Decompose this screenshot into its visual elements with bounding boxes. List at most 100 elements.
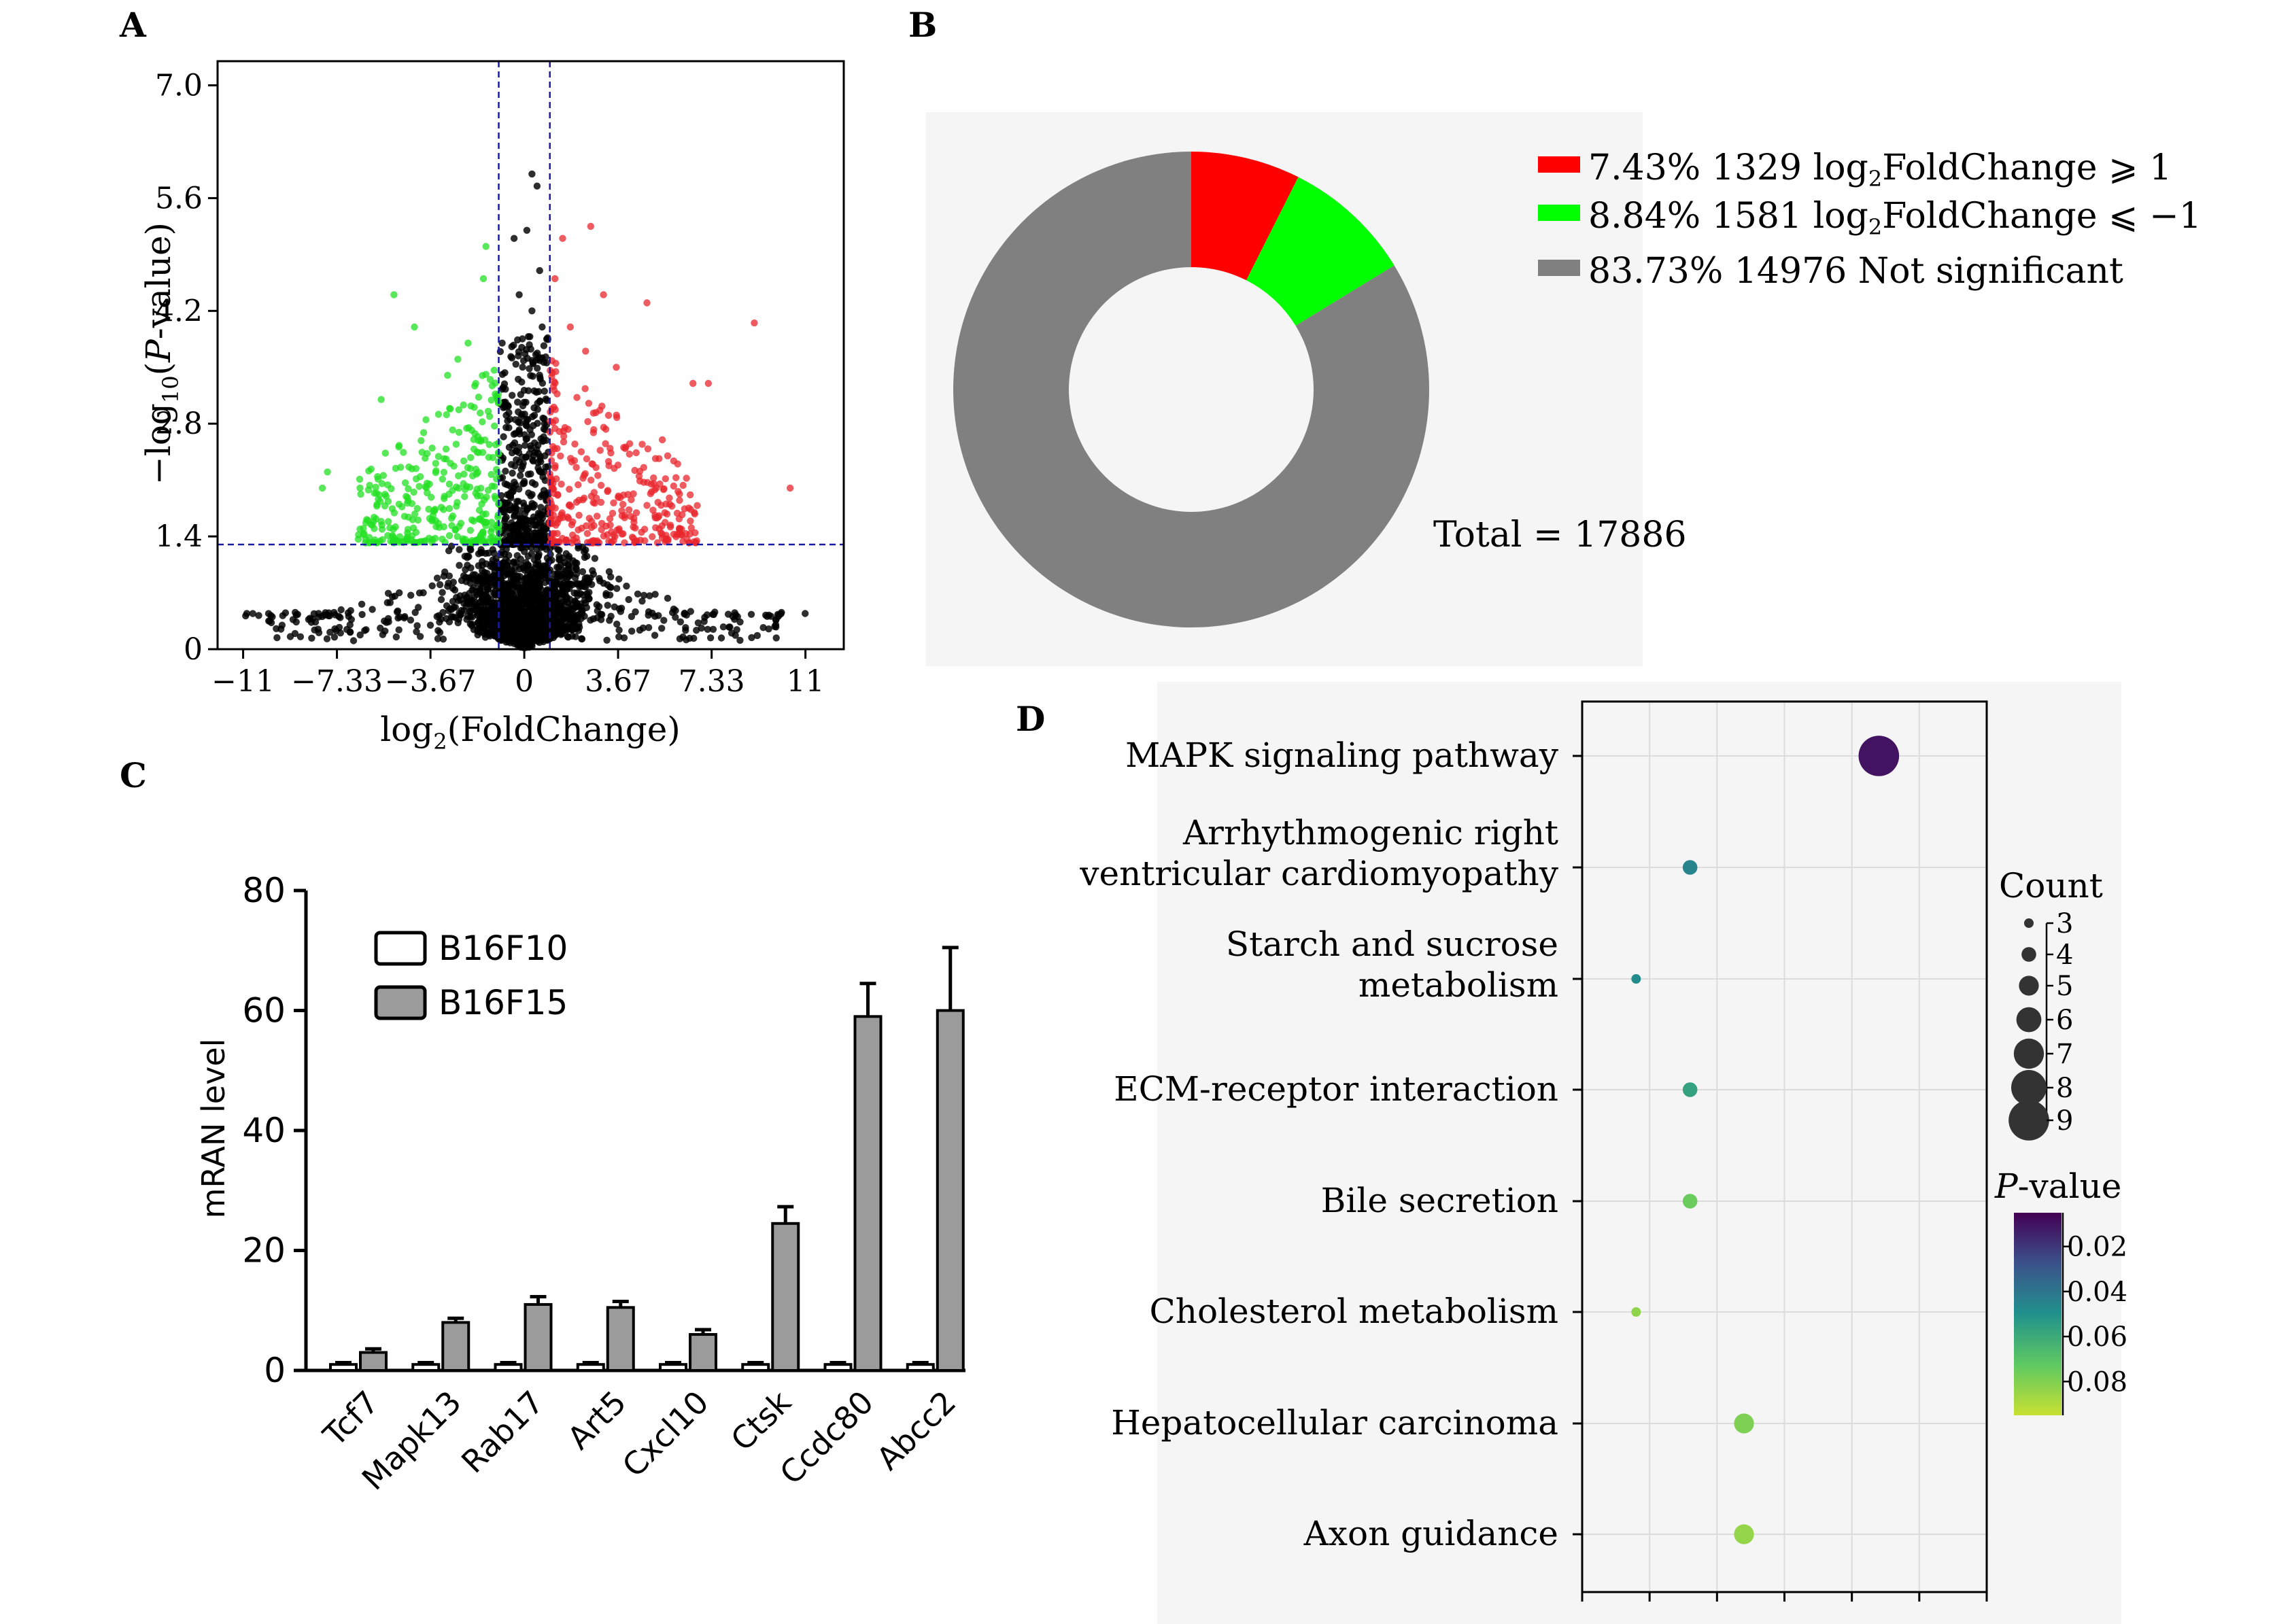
volcano-point-ns — [706, 634, 715, 642]
volcano-point-up — [597, 498, 605, 506]
volcano-point-up — [589, 429, 598, 436]
volcano-point-ns — [564, 606, 571, 615]
volcano-point-ns — [439, 636, 447, 643]
volcano-point-up — [602, 440, 609, 447]
volcano-point-ns — [502, 424, 510, 431]
legend-space — [1802, 196, 1813, 237]
volcano-point-ns — [534, 521, 541, 529]
volcano-point-up — [664, 452, 672, 460]
volcano-points — [242, 170, 809, 651]
volcano-point-ns — [510, 569, 518, 576]
volcano-point-ns — [468, 613, 476, 621]
volcano-point-ns — [534, 603, 542, 611]
pvalue-legend: P-value 0.02 0.04 0.06 0.08 — [1994, 1167, 2127, 1415]
volcano-point-up — [552, 521, 560, 529]
volcano-point-ns — [407, 617, 415, 624]
volcano-point-ns — [512, 447, 519, 455]
volcano-point-ns — [490, 602, 498, 610]
volcano-point-down — [487, 528, 495, 536]
volcano-point-ns — [433, 574, 441, 582]
volcano-point-ns — [540, 342, 548, 349]
volcano-point-up — [619, 500, 627, 508]
volcano-point-down — [468, 537, 476, 545]
volcano-point-ns — [449, 578, 457, 586]
volcano-point-ns — [579, 591, 587, 599]
volcano-point-ns — [534, 464, 542, 472]
volcano-point-ns — [585, 595, 593, 603]
volcano-point-ns — [802, 610, 809, 617]
pvalue-colorbar-label: 0.06 — [2067, 1321, 2127, 1353]
volcano-point-ns — [467, 564, 475, 572]
volcano-point-up — [606, 515, 614, 523]
volcano-point-ns — [565, 615, 573, 623]
volcano-point-ns — [541, 387, 548, 395]
volcano-point-ns — [436, 581, 444, 589]
volcano-point-ns — [615, 626, 623, 634]
volcano-point-down — [435, 523, 443, 531]
volcano-point-down — [390, 291, 398, 298]
volcano-point-up — [568, 521, 576, 529]
bubble-chart: MAPK signaling pathway Arrhythmogenic rig… — [1079, 700, 1988, 1602]
bar-B16F15 — [441, 1321, 471, 1372]
volcano-point-down — [405, 485, 412, 493]
volcano-point-up — [687, 491, 694, 499]
volcano-point-down — [354, 536, 362, 543]
volcano-point-down — [489, 453, 497, 462]
volcano-point-ns — [267, 612, 275, 619]
volcano-point-ns — [451, 586, 459, 594]
volcano-point-ns — [578, 635, 585, 642]
volcano-point-down — [491, 422, 498, 430]
x-tick-label: −11 — [211, 664, 275, 699]
volcano-point-ns — [396, 589, 403, 597]
volcano-point-up — [786, 484, 794, 492]
volcano-point-ns — [583, 553, 591, 560]
volcano-point-ns — [396, 613, 404, 621]
volcano-point-down — [318, 484, 326, 492]
volcano-point-ns — [664, 594, 672, 602]
volcano-point-up — [628, 534, 636, 541]
volcano-point-ns — [286, 633, 294, 640]
volcano-point-ns — [537, 493, 545, 500]
volcano-point-up — [638, 528, 645, 536]
volcano-point-ns — [658, 625, 666, 632]
volcano-y-axis-title: −log10(P-value) — [139, 222, 184, 485]
y-tick-label: 7.0 — [155, 69, 203, 103]
volcano-point-up — [673, 531, 681, 538]
bar-B16F15 — [936, 1009, 965, 1372]
volcano-point-down — [464, 339, 472, 347]
volcano-point-down — [488, 396, 495, 404]
volcano-point-up — [676, 496, 683, 504]
volcano-point-down — [434, 453, 443, 460]
volcano-point-ns — [466, 589, 473, 597]
volcano-point-ns — [502, 411, 510, 419]
volcano-point-up — [594, 472, 602, 479]
volcano-point-ns — [477, 546, 485, 553]
volcano-point-down — [467, 453, 475, 462]
volcano-point-up — [674, 460, 681, 468]
volcano-point-ns — [568, 632, 576, 640]
volcano-point-ns — [565, 562, 572, 570]
volcano-point-up — [691, 510, 698, 518]
volcano-point-ns — [534, 553, 542, 561]
volcano-point-down — [476, 515, 484, 523]
volcano-point-ns — [500, 565, 509, 572]
volcano-point-ns — [474, 609, 481, 617]
volcano-point-ns — [437, 615, 445, 623]
volcano-point-ns — [528, 566, 535, 574]
volcano-point-ns — [683, 611, 690, 619]
bubble-point — [1734, 1524, 1754, 1544]
volcano-point-down — [492, 379, 499, 387]
volcano-point-down — [418, 449, 426, 456]
volcano-point-ns — [526, 450, 533, 457]
volcano-point-up — [625, 506, 633, 514]
volcano-point-ns — [539, 594, 547, 602]
volcano-point-down — [479, 372, 486, 379]
volcano-point-down — [377, 396, 385, 403]
volcano-point-ns — [709, 625, 717, 633]
volcano-point-down — [417, 437, 425, 445]
volcano-point-ns — [345, 612, 352, 620]
volcano-point-down — [386, 524, 394, 532]
count-legend-circle — [2008, 1100, 2049, 1141]
volcano-point-ns — [555, 553, 563, 560]
volcano-point-ns — [516, 572, 524, 581]
